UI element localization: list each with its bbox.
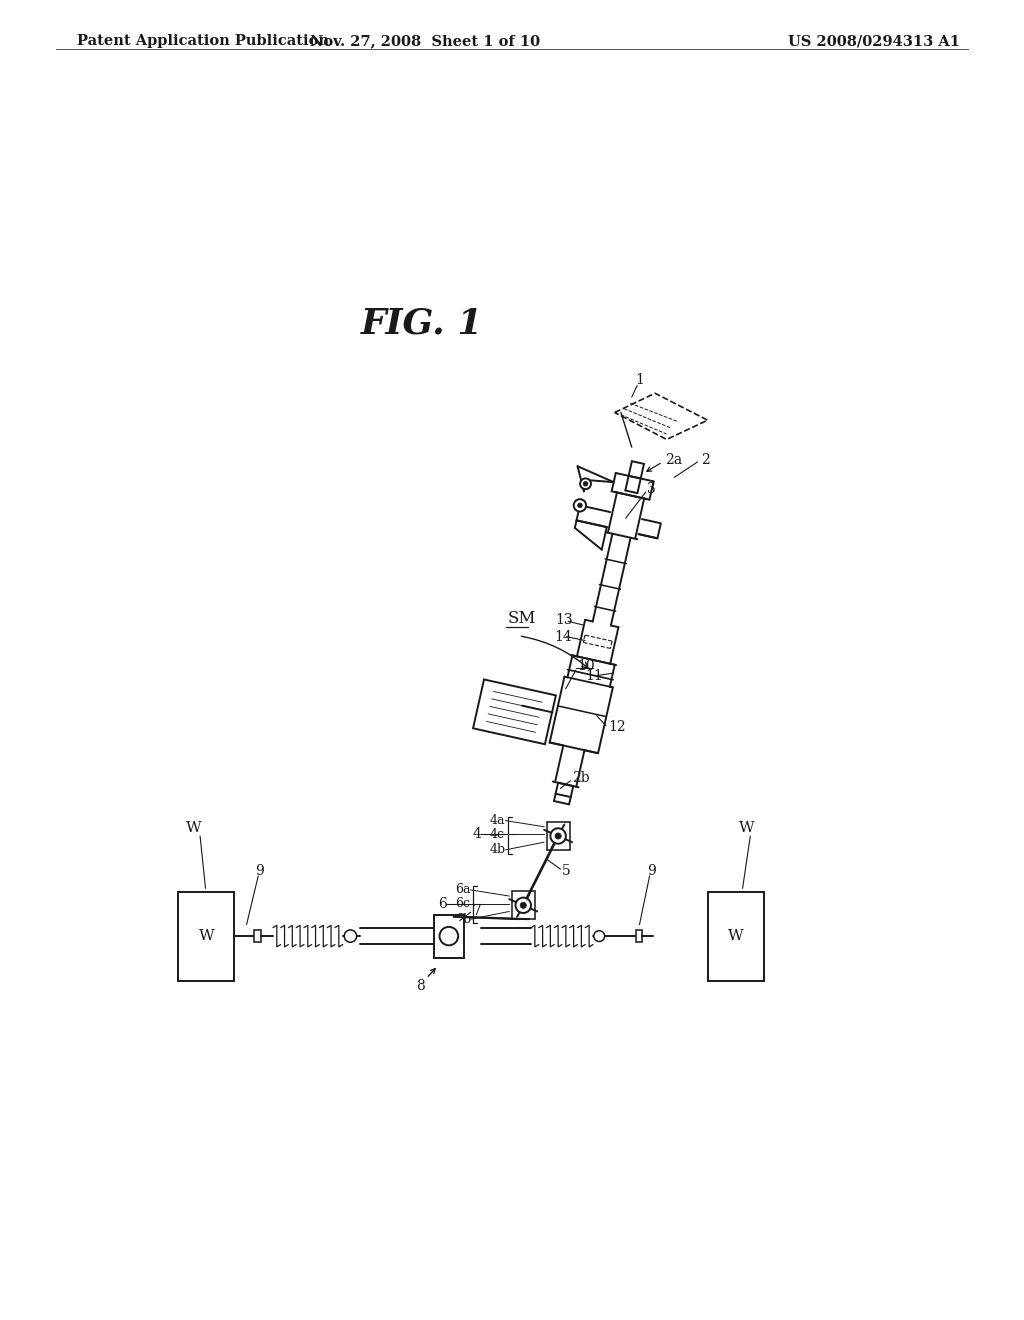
Text: W: W: [728, 929, 743, 942]
Text: W: W: [738, 821, 755, 836]
Text: 10: 10: [578, 659, 595, 673]
Text: 1: 1: [636, 374, 644, 387]
Circle shape: [555, 833, 561, 840]
Text: W: W: [199, 929, 214, 942]
Bar: [254, 929, 260, 942]
Text: 8: 8: [417, 979, 425, 993]
Circle shape: [439, 927, 458, 945]
Circle shape: [573, 499, 586, 512]
Text: 5: 5: [562, 863, 570, 878]
Text: 2a: 2a: [665, 453, 682, 467]
Bar: [708, 892, 764, 981]
Text: 2b: 2b: [572, 771, 590, 785]
Text: Patent Application Publication: Patent Application Publication: [77, 34, 329, 49]
Text: US 2008/0294313 A1: US 2008/0294313 A1: [788, 34, 961, 49]
Text: 6b: 6b: [455, 912, 471, 925]
Text: 9: 9: [647, 863, 655, 878]
Text: FIG. 1: FIG. 1: [361, 308, 483, 341]
Text: W: W: [186, 821, 202, 836]
Text: 4a: 4a: [489, 814, 506, 828]
Text: 2: 2: [701, 453, 710, 467]
Circle shape: [520, 903, 526, 908]
Text: 3: 3: [647, 482, 656, 496]
Text: 6a: 6a: [455, 883, 471, 896]
Text: Nov. 27, 2008  Sheet 1 of 10: Nov. 27, 2008 Sheet 1 of 10: [310, 34, 540, 49]
Text: 6c: 6c: [455, 898, 470, 911]
Text: 11: 11: [585, 669, 603, 684]
Text: SM: SM: [508, 610, 537, 627]
Circle shape: [515, 898, 531, 913]
Bar: [636, 929, 642, 942]
Bar: [178, 892, 234, 981]
Text: 12: 12: [608, 721, 626, 734]
Text: 4c: 4c: [489, 828, 505, 841]
Text: 13: 13: [556, 612, 573, 627]
Text: 4b: 4b: [489, 843, 506, 857]
Circle shape: [584, 482, 588, 486]
Circle shape: [594, 931, 604, 941]
Circle shape: [581, 478, 591, 490]
Circle shape: [550, 829, 566, 843]
Circle shape: [578, 503, 583, 508]
Circle shape: [344, 929, 356, 942]
Text: 4: 4: [473, 828, 481, 841]
Polygon shape: [473, 680, 556, 744]
Text: 9: 9: [255, 863, 264, 878]
Text: 6: 6: [438, 896, 446, 911]
Text: 14: 14: [554, 630, 571, 644]
Bar: [434, 915, 464, 958]
Text: 7: 7: [473, 904, 481, 917]
